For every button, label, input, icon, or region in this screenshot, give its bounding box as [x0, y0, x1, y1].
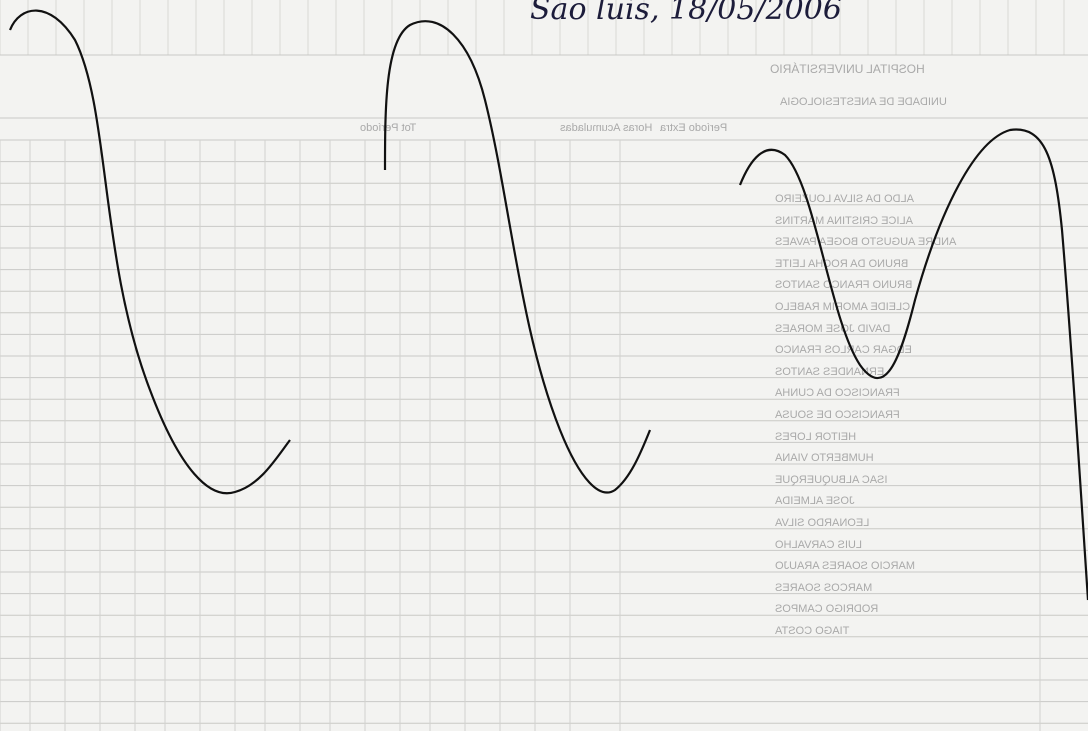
- scanned-page: São luis, 18/05/2006 HOSPITAL UNIVERSITÁ…: [0, 0, 1088, 731]
- stroke-3: [740, 130, 1088, 600]
- stroke-1: [10, 11, 290, 494]
- stroke-2: [385, 21, 650, 492]
- handwritten-stroke: [0, 0, 1088, 731]
